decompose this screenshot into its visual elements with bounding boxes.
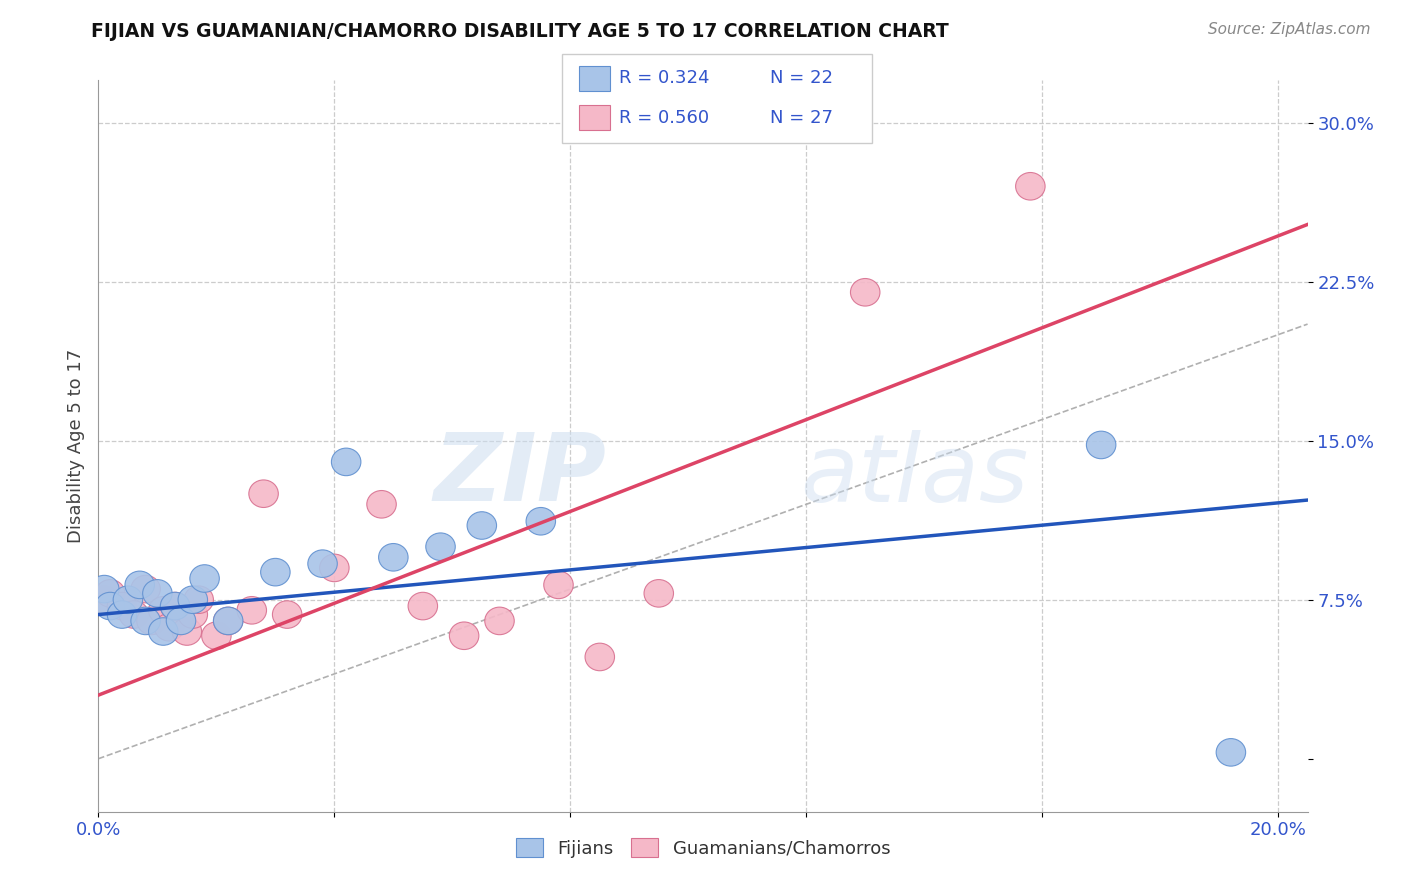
Ellipse shape — [160, 592, 190, 620]
Ellipse shape — [190, 565, 219, 592]
Ellipse shape — [585, 643, 614, 671]
Ellipse shape — [142, 580, 172, 607]
Ellipse shape — [319, 554, 349, 582]
Ellipse shape — [851, 278, 880, 306]
Ellipse shape — [408, 592, 437, 620]
Ellipse shape — [201, 622, 231, 649]
Ellipse shape — [214, 607, 243, 635]
Ellipse shape — [107, 601, 136, 628]
Ellipse shape — [107, 592, 136, 620]
Ellipse shape — [1087, 431, 1116, 458]
Text: R = 0.324: R = 0.324 — [619, 70, 709, 87]
Text: Source: ZipAtlas.com: Source: ZipAtlas.com — [1208, 22, 1371, 37]
Ellipse shape — [485, 607, 515, 635]
Text: ZIP: ZIP — [433, 429, 606, 521]
Ellipse shape — [450, 622, 479, 649]
Ellipse shape — [526, 508, 555, 535]
Ellipse shape — [90, 575, 120, 603]
Ellipse shape — [238, 597, 267, 624]
Ellipse shape — [166, 607, 195, 635]
Ellipse shape — [96, 580, 125, 607]
Ellipse shape — [308, 549, 337, 577]
Ellipse shape — [179, 601, 208, 628]
Ellipse shape — [249, 480, 278, 508]
Ellipse shape — [1015, 172, 1045, 200]
Ellipse shape — [273, 601, 302, 628]
Ellipse shape — [1216, 739, 1246, 766]
Ellipse shape — [172, 618, 201, 645]
Ellipse shape — [131, 607, 160, 635]
Ellipse shape — [125, 571, 155, 599]
Ellipse shape — [136, 607, 166, 635]
Ellipse shape — [96, 592, 125, 620]
Ellipse shape — [544, 571, 574, 599]
Ellipse shape — [155, 614, 184, 641]
Text: N = 22: N = 22 — [770, 70, 834, 87]
Ellipse shape — [112, 586, 142, 614]
Ellipse shape — [90, 586, 120, 614]
Ellipse shape — [120, 601, 149, 628]
Ellipse shape — [426, 533, 456, 560]
Ellipse shape — [332, 448, 361, 475]
Text: FIJIAN VS GUAMANIAN/CHAMORRO DISABILITY AGE 5 TO 17 CORRELATION CHART: FIJIAN VS GUAMANIAN/CHAMORRO DISABILITY … — [91, 22, 949, 41]
Ellipse shape — [184, 586, 214, 614]
Ellipse shape — [260, 558, 290, 586]
Ellipse shape — [160, 592, 190, 620]
Text: atlas: atlas — [800, 430, 1028, 521]
Text: N = 27: N = 27 — [770, 109, 834, 127]
Ellipse shape — [644, 580, 673, 607]
Y-axis label: Disability Age 5 to 17: Disability Age 5 to 17 — [66, 349, 84, 543]
Text: R = 0.560: R = 0.560 — [619, 109, 709, 127]
Legend: Fijians, Guamanians/Chamorros: Fijians, Guamanians/Chamorros — [509, 831, 897, 865]
Ellipse shape — [467, 512, 496, 540]
Ellipse shape — [149, 618, 179, 645]
Ellipse shape — [179, 586, 208, 614]
Ellipse shape — [367, 491, 396, 518]
Ellipse shape — [378, 543, 408, 571]
Ellipse shape — [149, 597, 179, 624]
Ellipse shape — [214, 607, 243, 635]
Ellipse shape — [131, 575, 160, 603]
